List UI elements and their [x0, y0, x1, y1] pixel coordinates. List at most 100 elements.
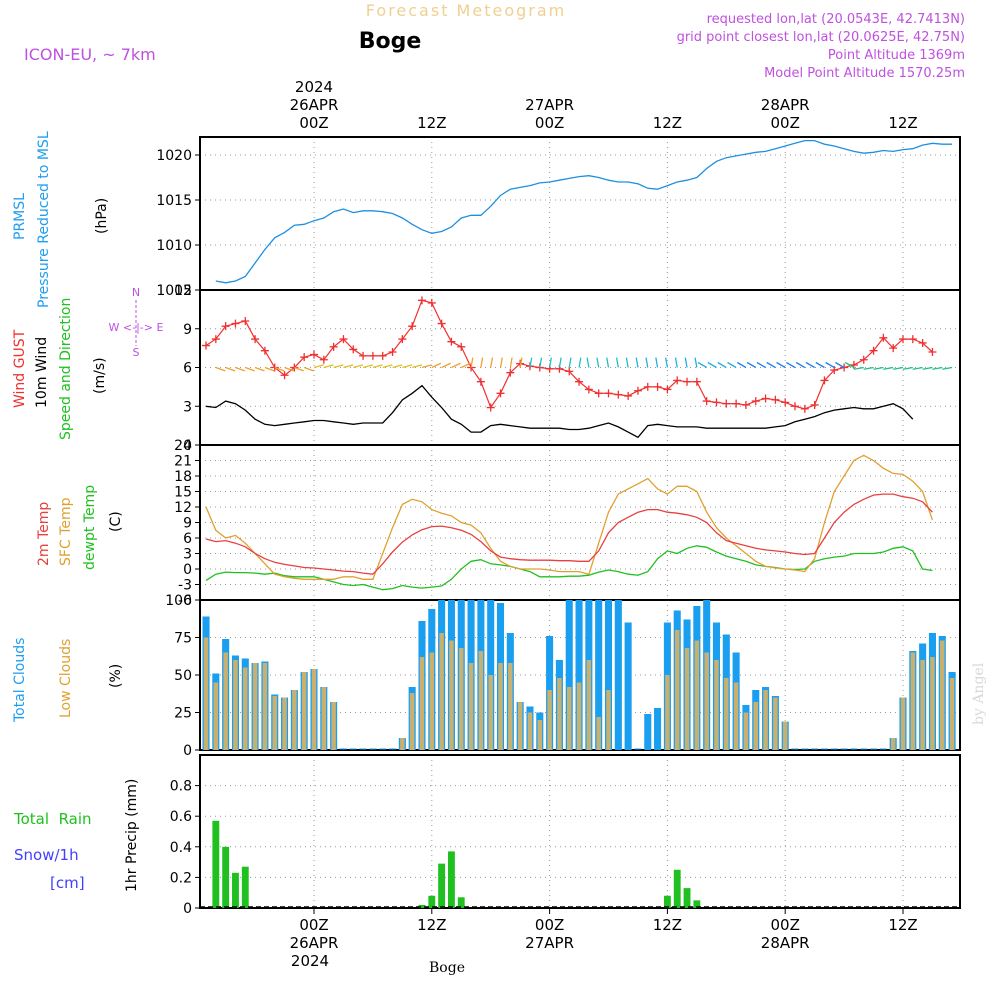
low-cloud-bar: [449, 640, 454, 750]
low-cloud-bar: [557, 678, 562, 750]
total-cloud-bar: [644, 714, 652, 750]
wind-arrow: [313, 364, 324, 369]
wind-arrow: [225, 366, 236, 372]
gust-point: [506, 368, 515, 377]
gust-point: [820, 376, 829, 385]
low-cloud-bar: [684, 648, 690, 750]
clouds-ytick-label: 25: [174, 706, 192, 722]
rain-bar: [673, 869, 681, 908]
wind-arrow: [815, 361, 825, 369]
wind-arrow: [539, 357, 543, 368]
low-cloud-bar: [900, 697, 906, 750]
bottom-tick-label: 00Z: [771, 916, 800, 934]
gust-point: [280, 371, 289, 380]
bottom-date-label: 26APR: [290, 934, 339, 952]
wind-arrow: [245, 366, 255, 372]
rain-bar: [222, 846, 230, 908]
rain-bar: [212, 820, 220, 908]
wind-arrow: [825, 361, 835, 369]
wind-arrow: [586, 357, 590, 368]
rain-bar: [457, 897, 465, 908]
wind-ytick-label: 0: [183, 438, 192, 454]
low-cloud-bar: [733, 682, 739, 750]
low-cloud-bar: [517, 702, 523, 750]
precip-panel: 0 0.2 0.4 0.6 0.8: [170, 754, 961, 917]
top-tick-label: 12Z: [653, 114, 682, 132]
gust-point: [417, 296, 426, 305]
gust-point: [702, 397, 711, 406]
wind-arrow: [558, 357, 562, 368]
top-date-label: 28APR: [761, 96, 810, 114]
wind-arrow: [694, 357, 698, 368]
low-cloud-bar: [233, 660, 238, 750]
low-cloud-bar: [949, 678, 955, 750]
total-cloud-bar: [604, 600, 613, 750]
model-altitude: Model Point Altitude 1570.25m: [764, 66, 965, 81]
low-cloud-bar: [890, 738, 896, 750]
gust-point: [496, 389, 505, 398]
low-cloud-bar: [763, 690, 768, 750]
wind-arrow: [684, 357, 688, 368]
wind-panel: 0 3 6 9 12: [174, 283, 961, 454]
bottom-date-label: 28APR: [761, 934, 810, 952]
low-cloud-bar: [203, 637, 209, 750]
wind-arrow: [635, 357, 639, 368]
precip-ytick-label: 0.6: [170, 809, 192, 825]
gust-point: [221, 322, 230, 331]
wind-ytick-label: 6: [183, 361, 192, 377]
low-cloud-bar: [694, 640, 700, 750]
t2m-label: 2m Temp: [36, 502, 52, 566]
low-cloud-bar: [508, 663, 513, 750]
pressure-panel: 1005 1010 1015 1020: [156, 136, 961, 299]
watermark: by Angel: [971, 662, 987, 725]
wind-arrow: [853, 366, 864, 370]
low-cloud-bar: [527, 712, 533, 750]
gust-point: [653, 382, 662, 391]
wind-arrow: [343, 364, 354, 369]
bottom-tick-label: 12Z: [417, 916, 446, 934]
wind-arrow: [942, 366, 953, 370]
wind-dir-label: Speed and Direction: [58, 298, 74, 440]
wind-arrow: [766, 361, 776, 369]
pressure-ytick-label: 1015: [156, 193, 192, 209]
wind-arrow: [655, 357, 659, 368]
compass-we: W <-|-> E: [109, 321, 164, 334]
prmsl-line: [215, 139, 953, 284]
top-tick-label: 00Z: [299, 114, 328, 132]
wind-arrow: [568, 357, 572, 368]
rain-bar: [418, 904, 426, 908]
low-cloud-bar: [665, 675, 670, 750]
compass-rose: N W <-|-> E S: [109, 286, 164, 359]
wind-arrow: [480, 357, 484, 368]
low-cloud-bar: [566, 687, 572, 750]
low-cloud-bar: [243, 667, 248, 750]
wind-arrow: [736, 361, 747, 369]
rain-label: Total Rain: [13, 810, 92, 828]
clouds-ytick-label: 0: [183, 743, 192, 759]
low-cloud-bar: [724, 678, 729, 750]
bottom-time-axis: 00Z 12Z 00Z 12Z 00Z 12Z 26APR 27APR 28APR: [290, 908, 918, 952]
wind-arrow: [421, 364, 432, 369]
rain-bar: [693, 900, 701, 908]
rain-bar: [241, 866, 249, 908]
wind-arrow: [470, 357, 474, 368]
gust-point: [575, 377, 584, 386]
wind-arrow: [499, 357, 503, 368]
total-cloud-bar: [654, 708, 662, 750]
gust-point: [712, 398, 721, 407]
gust-point: [211, 335, 220, 344]
wind-arrow: [932, 366, 943, 370]
gust-point: [427, 298, 436, 307]
low-cloud-bar: [773, 697, 778, 750]
wind-arrow: [333, 364, 344, 369]
tsfc-label: SFC Temp: [58, 497, 74, 566]
wind-ytick-label: 9: [183, 322, 192, 338]
gust-label: Wind GUST: [12, 329, 28, 408]
gust-point: [319, 355, 328, 364]
wind-arrow: [795, 361, 806, 369]
gust-point: [437, 319, 446, 328]
wind-arrow: [717, 361, 727, 369]
top-tick-label: 00Z: [535, 114, 564, 132]
low-cloud-bar: [262, 663, 268, 750]
